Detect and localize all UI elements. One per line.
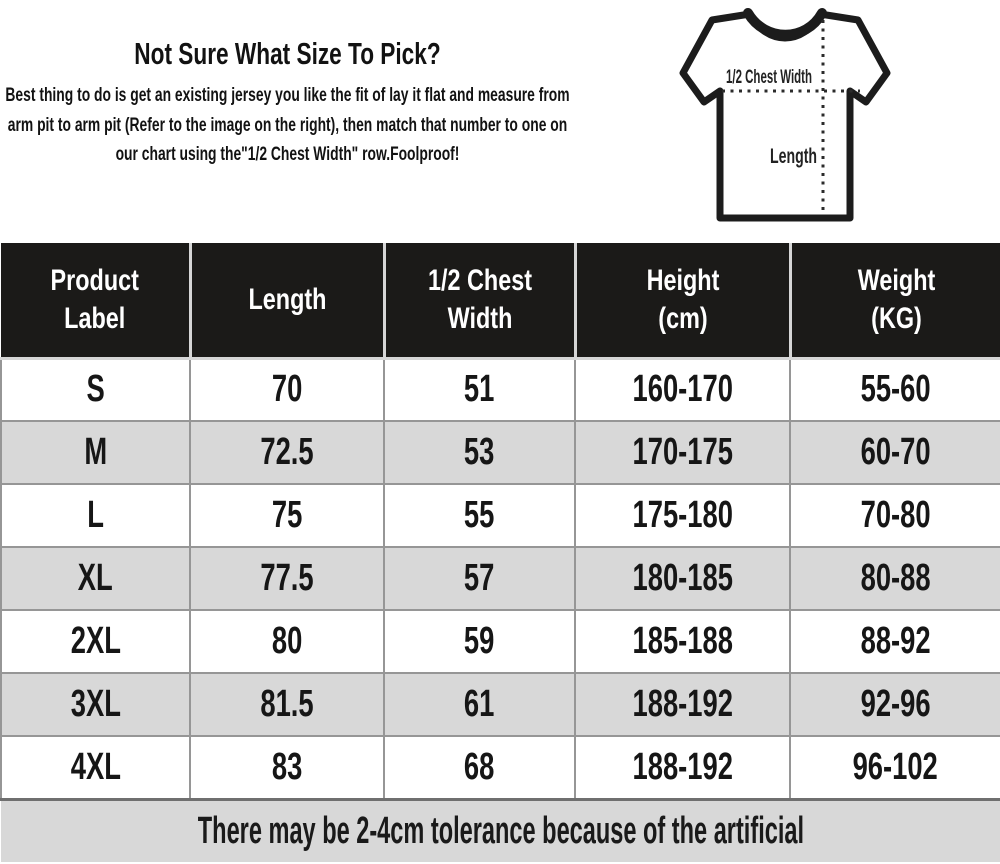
header-line: Label (64, 301, 126, 335)
size-row-l: L 75 55 175-180 70-80 (0, 483, 1000, 548)
col-header-height: Height (cm) (575, 243, 792, 360)
size-row-3xl: 3XL 81.5 61 188-192 92-96 (0, 672, 1000, 737)
cell: 188-192 (574, 672, 791, 737)
tshirt-icon: 1/2 Chest Width Length (679, 8, 891, 222)
header-line: 1/2 Chest Width (427, 263, 532, 335)
cell: 180-185 (574, 546, 791, 611)
cell: 188-192 (574, 735, 791, 800)
cell: 61 (383, 672, 576, 737)
cell: 60-70 (789, 420, 1000, 485)
cell: 96-102 (789, 735, 1000, 800)
sizing-instructions: Not Sure What Size To Pick? Best thing t… (5, 36, 571, 170)
cell: 88-92 (789, 609, 1000, 674)
cell: XL (0, 546, 191, 611)
tolerance-note: There may be 2-4cm tolerance because of … (1, 797, 1000, 862)
tolerance-row: There may be 2-4cm tolerance because of … (1, 797, 1000, 862)
cell: S (0, 357, 191, 422)
cell: 59 (383, 609, 576, 674)
cell: 70 (189, 357, 385, 422)
cell: 72.5 (189, 420, 385, 485)
size-row-m: M 72.5 53 170-175 60-70 (0, 420, 1000, 485)
cell: 80-88 (789, 546, 1000, 611)
cell: 75 (189, 483, 385, 548)
tshirt-outline (679, 10, 891, 222)
cell: 77.5 (189, 546, 385, 611)
cell: 53 (383, 420, 576, 485)
cell: M (0, 420, 191, 485)
col-header-product-label: Product Label (1, 243, 192, 360)
cell: 55 (383, 483, 576, 548)
col-header-weight: Weight (KG) (790, 243, 1000, 360)
cell: 51 (383, 357, 576, 422)
cell: 55-60 (789, 357, 1000, 422)
chest-width-label: 1/2 Chest Width (726, 67, 812, 88)
cell: 68 (383, 735, 576, 800)
header-line: Length (248, 282, 326, 316)
cell: 70-80 (789, 483, 1000, 548)
header-line: (cm) (657, 301, 708, 335)
instructions-text: Best thing to do is get an existing jers… (5, 85, 570, 165)
cell: 185-188 (574, 609, 791, 674)
cell: 160-170 (574, 357, 791, 422)
top-section: Not Sure What Size To Pick? Best thing t… (0, 0, 1000, 243)
cell: 83 (189, 735, 385, 800)
header-line: (KG) (870, 301, 922, 335)
cell: 80 (189, 609, 385, 674)
header-line: Product (50, 263, 139, 297)
cell: 170-175 (574, 420, 791, 485)
cell: 175-180 (574, 483, 791, 548)
cell: 2XL (0, 609, 191, 674)
page-title: Not Sure What Size To Pick? (134, 36, 441, 71)
length-label: Length (770, 145, 817, 168)
cell: 4XL (0, 735, 191, 800)
size-row-xl: XL 77.5 57 180-185 80-88 (0, 546, 1000, 611)
size-row-4xl: 4XL 83 68 188-192 96-102 (0, 735, 1000, 800)
size-chart-table: Product Label Length 1/2 Chest Width Hei… (0, 243, 1000, 862)
col-header-half-chest-width: 1/2 Chest Width (384, 243, 577, 360)
size-row-s: S 70 51 160-170 55-60 (0, 357, 1000, 422)
table-header: Product Label Length 1/2 Chest Width Hei… (1, 243, 1000, 360)
table-footer: There may be 2-4cm tolerance because of … (1, 797, 1000, 862)
header-row: Product Label Length 1/2 Chest Width Hei… (1, 243, 1000, 360)
collar-icon (743, 8, 827, 40)
table-body: S 70 51 160-170 55-60 M 72.5 53 170-175 … (0, 357, 1000, 800)
cell: 92-96 (789, 672, 1000, 737)
cell: L (0, 483, 191, 548)
cell: 3XL (0, 672, 191, 737)
header-line: Weight (857, 263, 935, 297)
tshirt-measurement-diagram: 1/2 Chest Width Length (652, 4, 1000, 240)
col-header-length: Length (190, 243, 386, 360)
size-row-2xl: 2XL 80 59 185-188 88-92 (0, 609, 1000, 674)
cell: 81.5 (189, 672, 385, 737)
tolerance-text: There may be 2-4cm tolerance because of … (197, 809, 805, 852)
cell: 57 (383, 546, 576, 611)
header-line: Height (646, 263, 719, 297)
